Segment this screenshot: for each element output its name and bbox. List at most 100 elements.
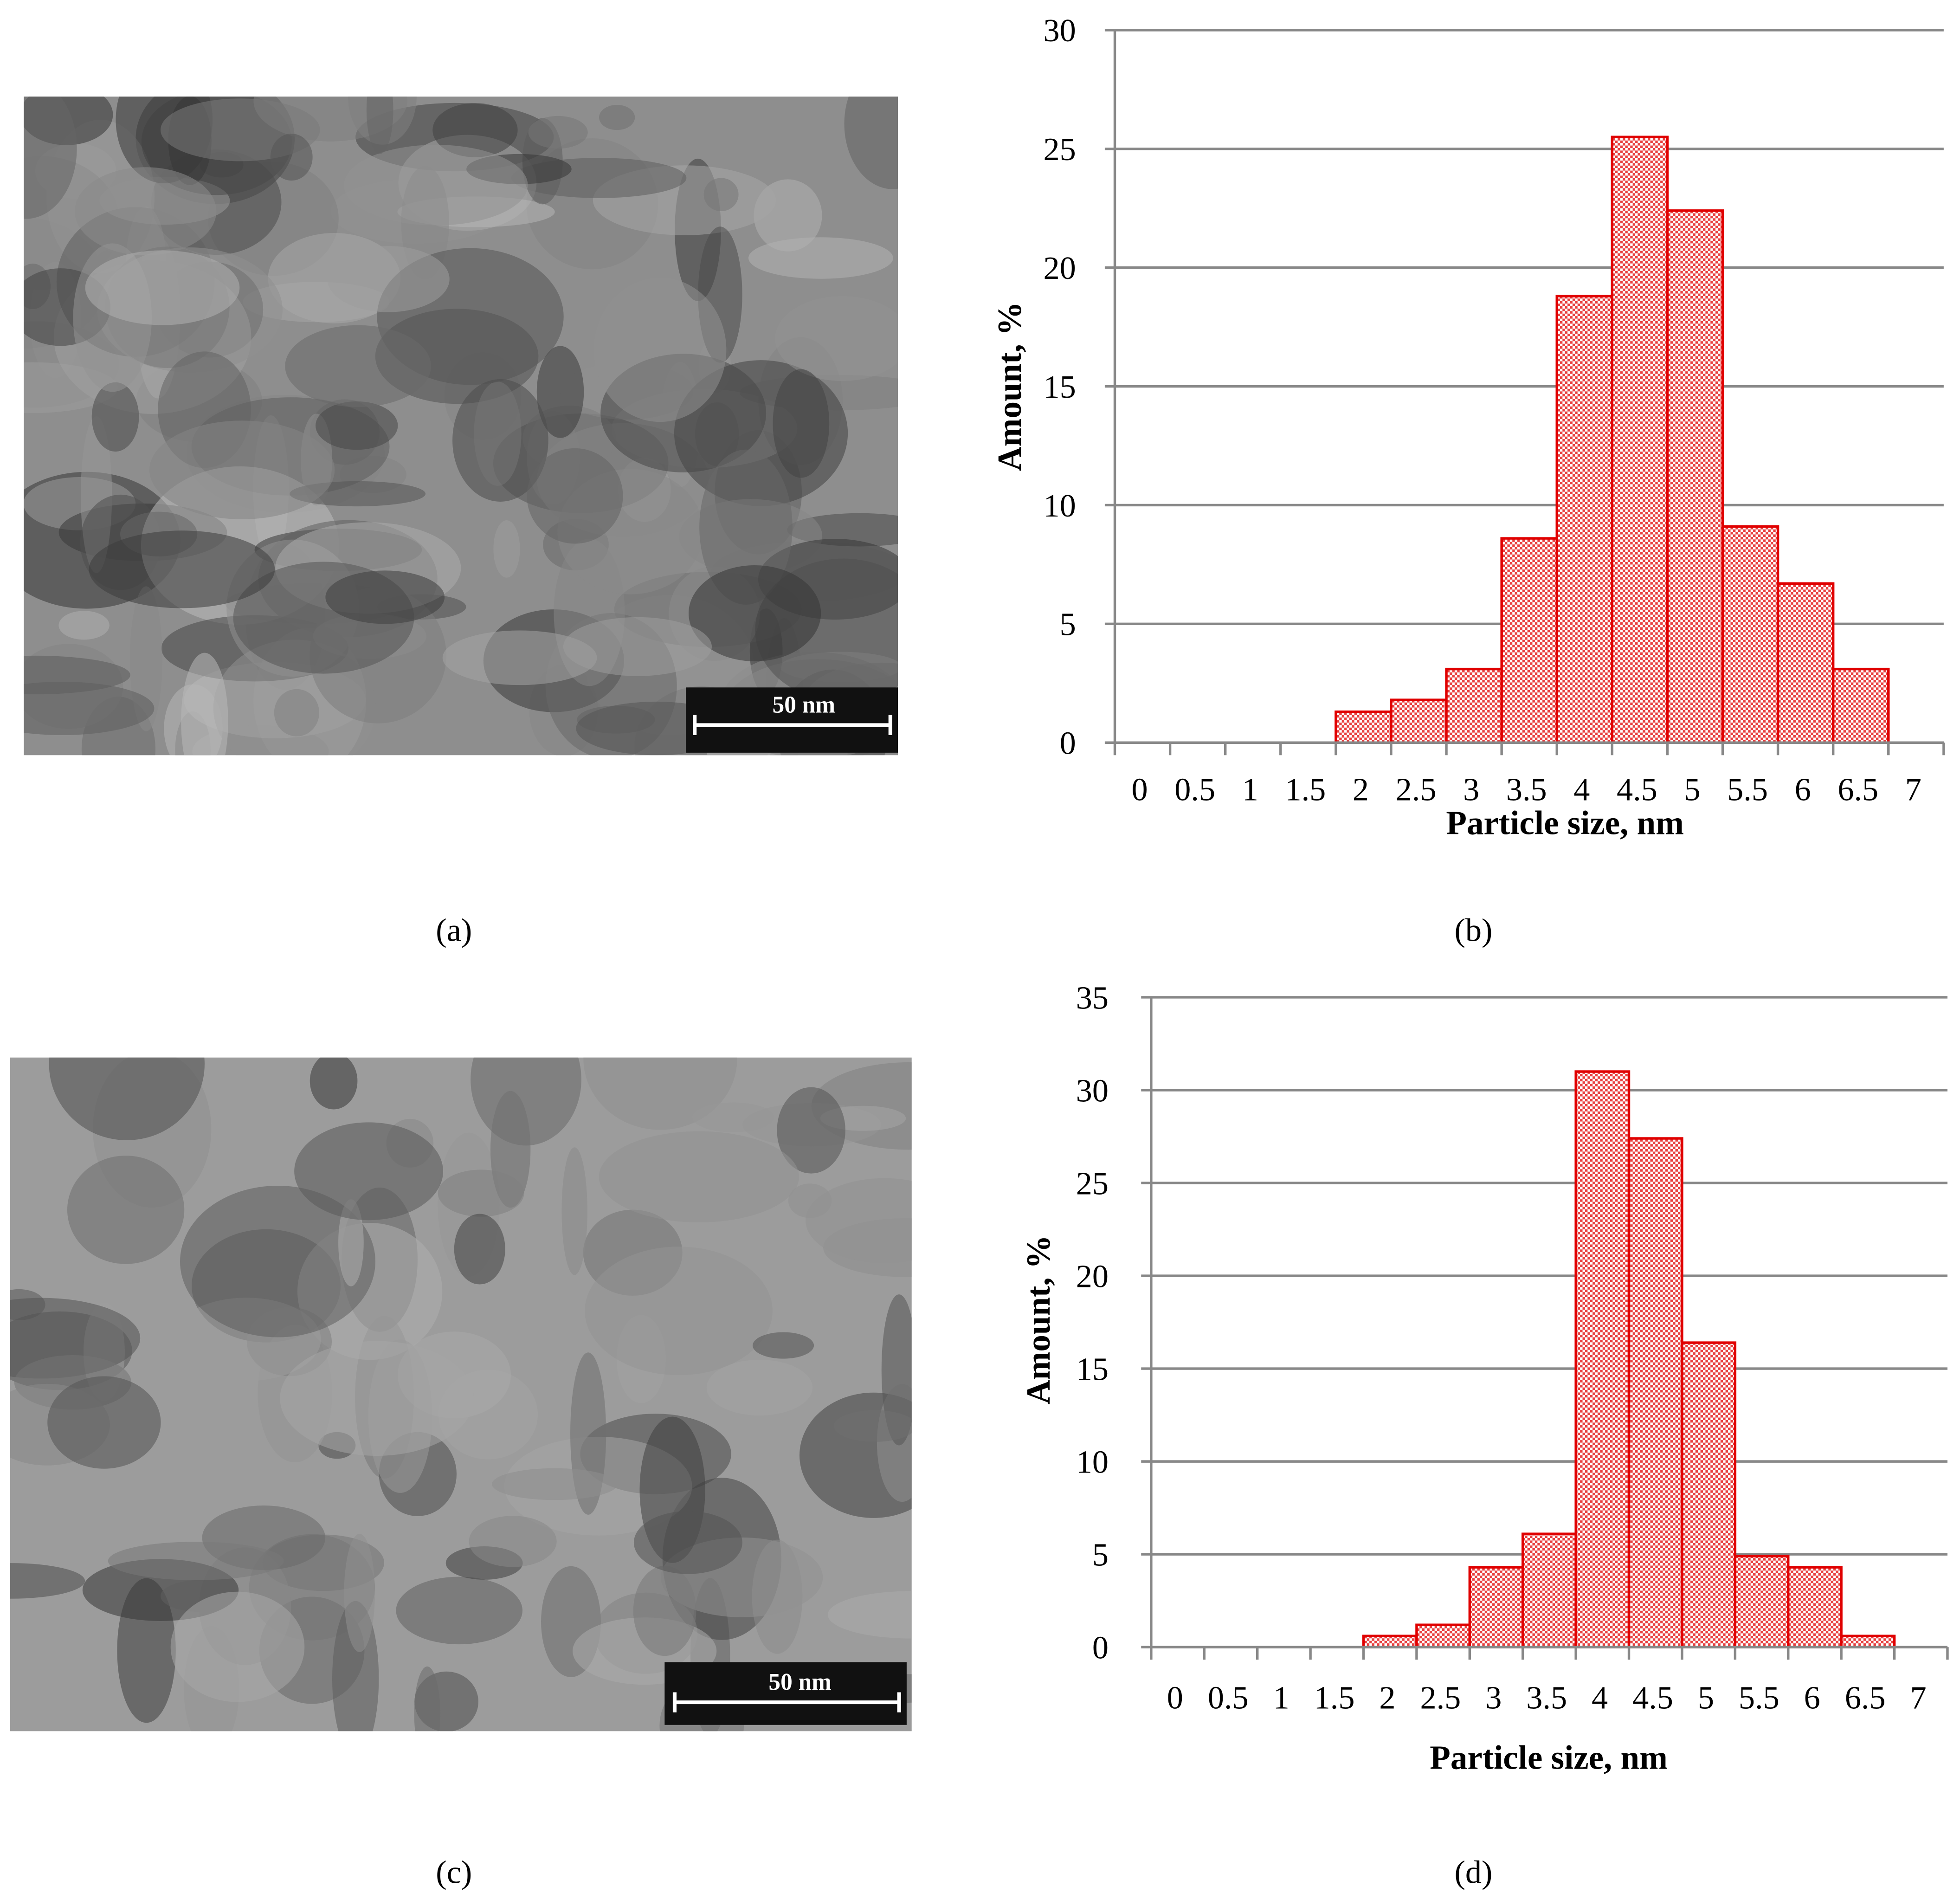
y-tick-label: 5 [1060,607,1076,643]
texture-blob [432,103,518,157]
y-tick-label: 15 [1043,369,1076,405]
texture-blob [344,144,528,226]
texture-blob [593,278,727,422]
texture-blob [180,1185,375,1337]
x-tick-label: 5.5 [1739,1680,1779,1716]
texture-blob [599,1131,799,1223]
texture-blob [777,1087,845,1174]
texture-blob [528,116,588,149]
x-tick-label: 6 [1795,772,1811,808]
bar [1415,1623,1471,1648]
y-tick-label: 35 [1076,980,1109,1016]
texture-blob [703,178,739,212]
scale-bar: 50 nm [686,687,898,753]
texture-blob [633,1511,742,1574]
tem-image [24,97,898,756]
y-tick-label: 30 [1076,1072,1109,1109]
bar [1390,698,1448,744]
texture-blob [536,346,584,438]
x-tick-label: 6 [1804,1680,1820,1716]
y-tick-label: 20 [1076,1258,1109,1294]
x-tick-label: 1 [1273,1680,1289,1716]
texture-blob [280,1341,474,1456]
y-tick-label: 10 [1043,488,1076,524]
x-tick-label: 7 [1905,772,1921,808]
bar [1335,711,1393,744]
texture-blob [24,97,77,219]
texture-blob [561,1147,587,1275]
texture-blob [748,237,893,279]
texture-blob [327,246,450,312]
x-tick-label: 2.5 [1396,772,1437,808]
x-tick-label: 4 [1573,772,1590,808]
texture-blob [170,1591,305,1702]
bar [1500,537,1558,744]
texture-blob [844,97,898,189]
texture-blob [773,369,830,478]
x-tick-label: 3 [1463,772,1479,808]
texture-blob [366,97,393,154]
texture-blob [699,449,793,605]
texture-blob [396,1576,522,1645]
y-axis-title: Amount, % [1019,1235,1057,1404]
texture-blob [454,1214,505,1285]
texture-blob [325,570,445,624]
texture-blob [599,104,635,130]
bar [1555,295,1614,744]
tem-image [10,1057,912,1731]
x-tick-label: 6.5 [1838,772,1878,808]
texture-blob [58,611,110,640]
bar [1574,1070,1631,1648]
bar [1734,1555,1790,1648]
texture-blob [706,1359,813,1416]
texture-blob [469,1516,557,1567]
scale-bar-box [664,1662,907,1725]
bar [1681,1341,1737,1648]
y-tick-label: 25 [1076,1165,1109,1202]
x-tick-label: 4.5 [1617,772,1657,808]
scale-bar-label: 50 nm [773,691,836,718]
y-tick-label: 20 [1043,250,1076,286]
bar [1445,667,1503,744]
texture-blob [316,401,398,450]
texture-blob [309,1057,358,1110]
x-tick-label: 6.5 [1845,1680,1886,1716]
texture [24,97,898,756]
texture-blob [585,1247,773,1376]
y-tick-label: 0 [1092,1630,1109,1666]
texture-blob [563,617,712,676]
y-tick-label: 25 [1043,131,1076,168]
y-tick-label: 15 [1076,1351,1109,1387]
histogram: 0 5 10 15 20 25 30 35 0 0.5 1 1.5 2 2.5 3 3.5 4 4.5 5 5.5 6 6… [1019,980,1949,1776]
texture-blob [692,1102,774,1132]
texture-blob [270,133,313,181]
x-tick-label: 3.5 [1506,772,1547,808]
texture-blob [414,1666,440,1731]
texture [10,1057,912,1731]
texture-blob [833,1410,912,1442]
x-tick-label: 1 [1242,772,1258,808]
texture-blob [285,325,432,407]
scale-bar-box [686,687,898,753]
x-tick-label: 7 [1910,1680,1926,1716]
texture-blob [91,382,139,452]
texture-blob [633,1565,696,1656]
panel-label: (b) [1454,912,1492,948]
y-tick-label: 30 [1043,13,1076,49]
x-tick-label: 0.5 [1174,772,1215,808]
x-axis-title: Particle size, nm [1430,1738,1668,1776]
texture-blob [85,250,240,325]
y-tick-label: 10 [1076,1444,1109,1480]
y-tick-label: 0 [1060,725,1076,762]
x-tick-label: 3.5 [1526,1680,1567,1716]
texture-blob [775,296,898,381]
bar [1840,1635,1896,1648]
x-tick-label: 3 [1485,1680,1502,1716]
x-tick-label: 0.5 [1208,1680,1249,1716]
bar [1627,1137,1683,1648]
texture-blob [689,565,821,662]
bar [1362,1635,1418,1648]
x-tick-label: 4 [1592,1680,1608,1716]
bar [1776,582,1835,744]
